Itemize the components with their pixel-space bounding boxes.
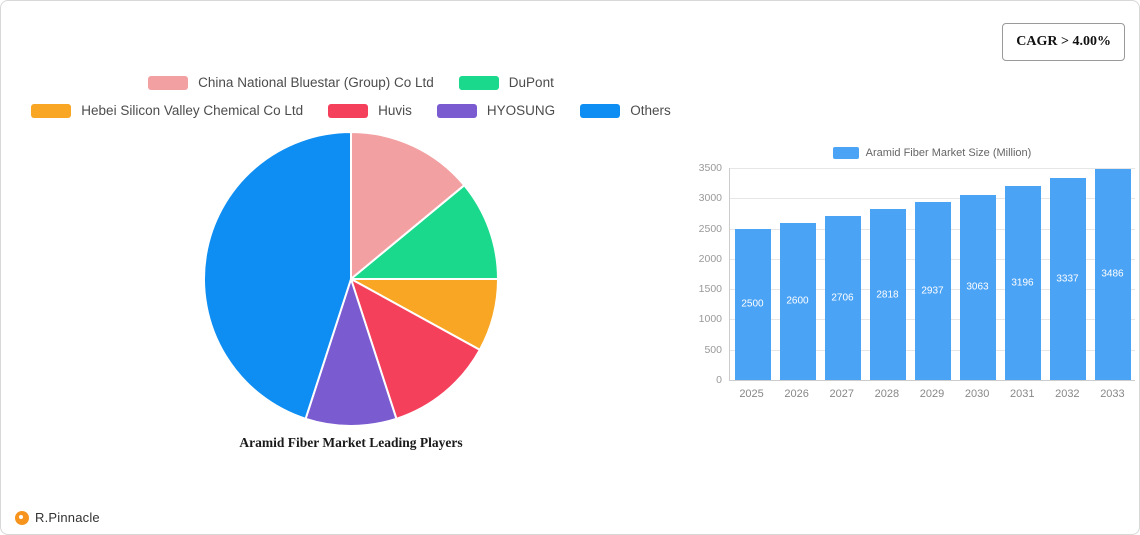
pie-legend-item[interactable]: Huvis	[328, 103, 412, 118]
bar-slot: 3337	[1045, 168, 1090, 380]
bar-value-label: 3063	[966, 281, 989, 293]
y-axis: 0 500 1000 1500 2000 2500 3000 3500	[693, 162, 729, 386]
pie-chart-title: Aramid Fiber Market Leading Players	[239, 435, 463, 450]
bar-2027[interactable]: 2706	[824, 216, 861, 380]
y-tick-label: 2500	[698, 222, 722, 235]
bar-slot: 3486	[1090, 168, 1135, 380]
cagr-badge: CAGR > 4.00%	[1002, 23, 1125, 61]
legend-swatch	[580, 103, 621, 118]
legend-swatch	[148, 75, 189, 90]
cagr-label: CAGR > 4.00%	[1016, 34, 1111, 49]
bar-slot: 3063	[955, 168, 1000, 380]
bar-slot: 2706	[820, 168, 865, 380]
bar-2026[interactable]: 2600	[779, 222, 816, 380]
brand-logo: R.Pinnacle	[15, 510, 100, 525]
y-tick-label: 2000	[698, 252, 722, 265]
bar-2025[interactable]: 2500	[734, 228, 771, 380]
y-tick-label: 0	[716, 374, 722, 386]
x-tick-label: 2031	[1009, 388, 1035, 400]
bar-slot: 2600	[775, 168, 820, 380]
bar-slot: 2818	[865, 168, 910, 380]
legend-swatch	[31, 103, 72, 118]
bar-slot: 2937	[910, 168, 955, 380]
pie-legend-item[interactable]: Hebei Silicon Valley Chemical Co Ltd	[31, 103, 303, 118]
pie-legend-item[interactable]: HYOSUNG	[436, 103, 556, 118]
bar-value-label: 3337	[1056, 273, 1079, 285]
grid-line	[730, 168, 1135, 169]
bar-legend-item[interactable]: Aramid Fiber Market Size (Million)	[693, 147, 1135, 159]
x-tick-label: 2028	[874, 388, 900, 400]
x-tick-label: 2026	[784, 388, 809, 400]
legend-label: China National Bluestar (Group) Co Ltd	[198, 75, 434, 90]
x-tick-label: 2027	[829, 388, 855, 400]
pie-chart-section: China National Bluestar (Group) Co Ltd Du…	[1, 1, 701, 534]
x-tick-label: 2029	[919, 388, 945, 400]
pie-slice[interactable]	[350, 130, 466, 282]
legend-label: Others	[630, 103, 671, 118]
legend-label: Huvis	[378, 103, 412, 118]
pie-slice[interactable]	[304, 275, 398, 428]
bar-value-label: 2706	[831, 292, 854, 304]
legend-swatch	[436, 103, 477, 118]
bar-value-label: 2600	[786, 295, 809, 307]
pie-chart	[203, 130, 500, 428]
brand-icon	[15, 510, 29, 525]
grid-line	[730, 198, 1135, 200]
legend-swatch	[328, 103, 369, 118]
y-tick-label: 3500	[698, 162, 722, 174]
x-tick-label: 2032	[1055, 388, 1080, 400]
y-tick-label: 3000	[698, 192, 722, 205]
bar-slot: 3196	[1000, 168, 1045, 380]
bar-2028[interactable]: 2818	[869, 209, 906, 380]
x-tick-label: 2030	[964, 388, 990, 400]
pie-legend-item[interactable]: DuPont	[458, 75, 554, 90]
x-axis: 2025 2026 2027 2028 2029 2030 2031 2032 2033	[729, 388, 1135, 400]
bar-slot: 2500	[730, 168, 775, 380]
bar-plot: 2500 2600 2706 2818 2937 3063 3196 3337 3486	[729, 168, 1135, 381]
y-tick-label: 1500	[698, 283, 722, 296]
bar-2032[interactable]: 3337	[1049, 177, 1086, 380]
legend-swatch	[458, 75, 499, 90]
bar-legend-label: Aramid Fiber Market Size (Million)	[865, 147, 1032, 159]
bar-chart-section: Aramid Fiber Market Size (Million) 0 500 1…	[693, 147, 1135, 400]
bar-value-label: 3196	[1011, 277, 1034, 289]
bar-2031[interactable]: 3196	[1004, 186, 1041, 380]
bar-2029[interactable]: 2937	[914, 202, 951, 380]
legend-label: DuPont	[508, 75, 554, 90]
x-tick-label: 2025	[739, 388, 764, 400]
pie-slice[interactable]	[349, 276, 482, 421]
pie-slice[interactable]	[203, 130, 352, 421]
bar-value-label: 2500	[741, 298, 764, 310]
pie-legend-item[interactable]: China National Bluestar (Group) Co Ltd	[148, 75, 434, 90]
y-tick-label: 500	[704, 343, 722, 356]
bar-value-label: 2818	[876, 289, 899, 301]
bar-2030[interactable]: 3063	[959, 194, 996, 380]
pie-legend: China National Bluestar (Group) Co Ltd Du…	[21, 75, 681, 118]
bar-value-label: 3486	[1101, 268, 1124, 280]
bar-2033[interactable]: 3486	[1094, 168, 1131, 380]
legend-label: Hebei Silicon Valley Chemical Co Ltd	[81, 103, 304, 118]
x-tick-label: 2033	[1100, 388, 1125, 400]
legend-label: HYOSUNG	[486, 103, 556, 118]
pie-legend-item[interactable]: Others	[580, 103, 671, 118]
bar-plot-area: 0 500 1000 1500 2000 2500 3000 3500 2500 2600 270…	[693, 162, 1135, 386]
bar-legend-swatch	[832, 147, 859, 159]
brand-name: R.Pinnacle	[35, 510, 100, 525]
y-tick-label: 1000	[698, 313, 722, 326]
pie-slice[interactable]	[348, 183, 500, 280]
bar-value-label: 2937	[921, 285, 944, 297]
